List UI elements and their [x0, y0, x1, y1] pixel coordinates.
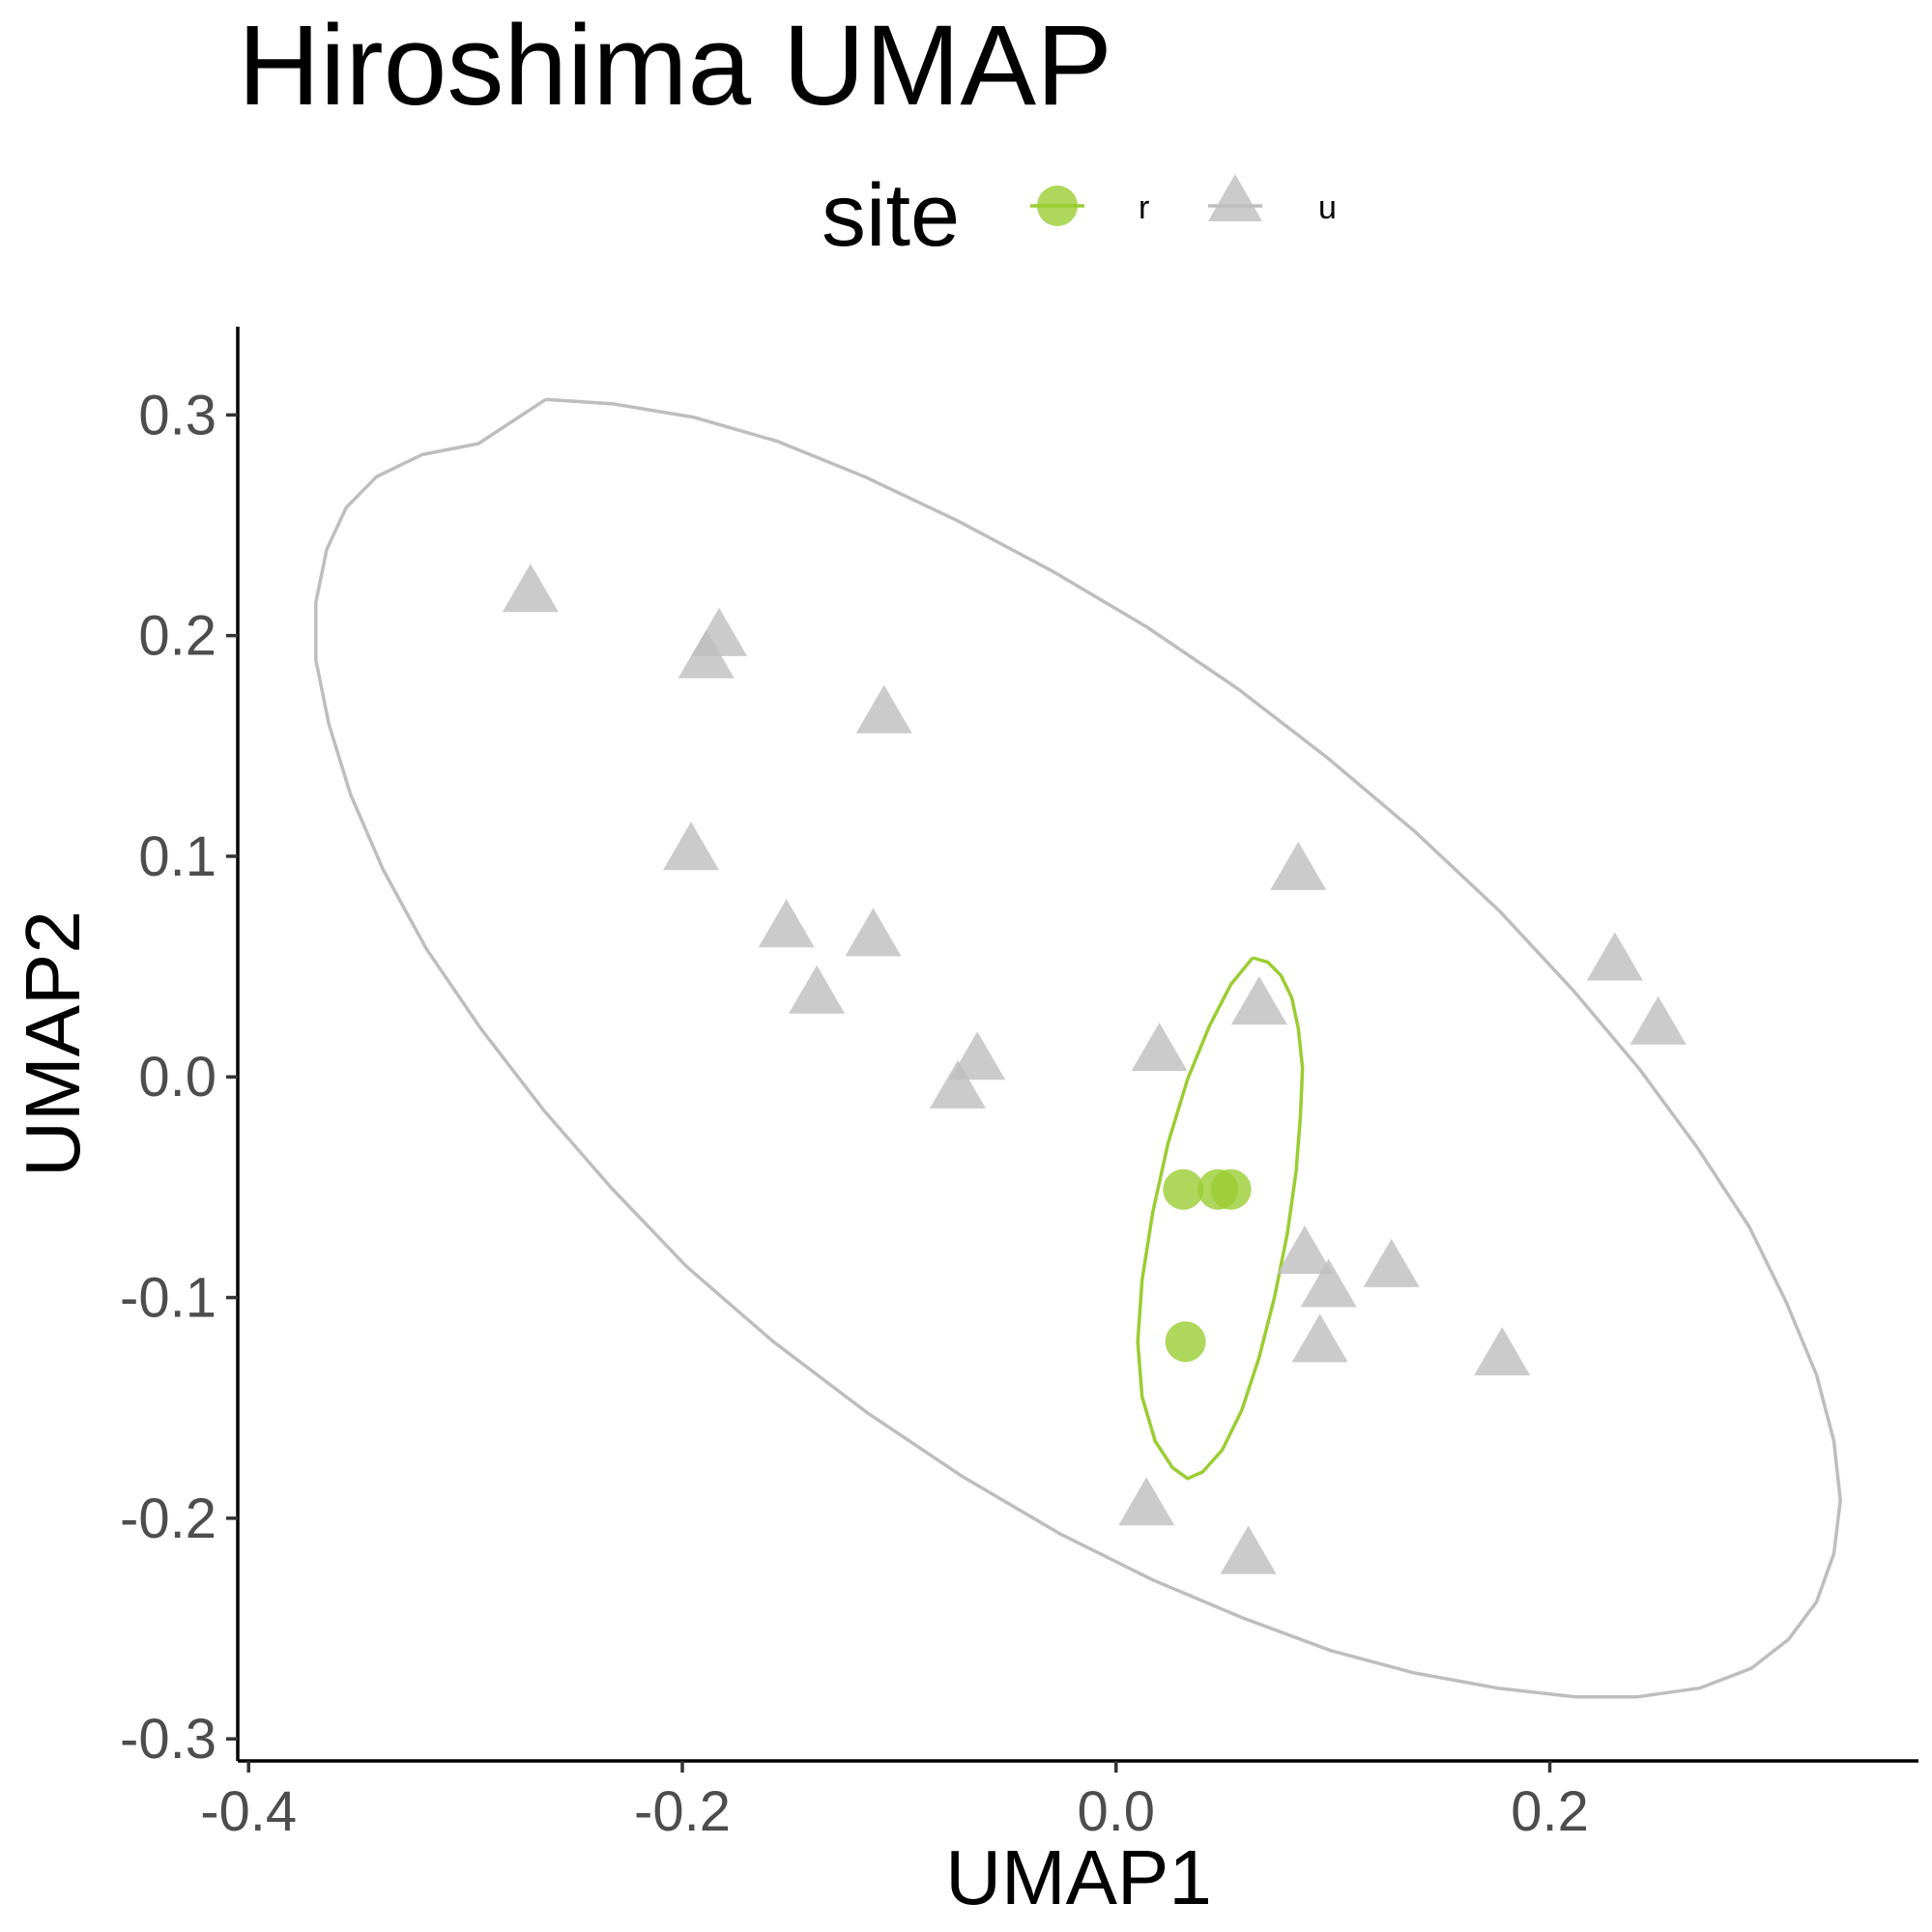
- point-u-12: [1270, 841, 1327, 890]
- point-u-21: [1220, 1525, 1277, 1574]
- point-r-0: [1163, 1168, 1204, 1210]
- legend-label-r: r: [1139, 189, 1149, 226]
- point-u-18: [1291, 1313, 1348, 1363]
- point-u-2: [678, 629, 735, 678]
- point-u-19: [1474, 1327, 1531, 1376]
- point-u-8: [949, 1031, 1006, 1081]
- legend-title: site: [822, 166, 960, 265]
- point-u-11: [1230, 976, 1287, 1025]
- plot-area: [314, 397, 1842, 1699]
- y-tick-label-0: -0.3: [120, 1708, 216, 1771]
- point-u-16: [1300, 1258, 1357, 1308]
- x-tick-label-2: 0.0: [1077, 1780, 1155, 1843]
- point-r-2: [1210, 1168, 1252, 1210]
- y-tick-label-5: 0.2: [138, 605, 216, 668]
- point-u-3: [855, 684, 912, 734]
- legend-label-u: u: [1318, 189, 1337, 226]
- chart-title: Hiroshima UMAP: [238, 2, 1112, 130]
- x-tick-label-0: -0.4: [200, 1780, 297, 1843]
- y-tick-label-4: 0.1: [138, 825, 216, 888]
- point-u-13: [1586, 932, 1643, 981]
- point-u-0: [502, 563, 559, 613]
- point-u-20: [1118, 1477, 1175, 1526]
- x-tick-label-1: -0.2: [634, 1780, 731, 1843]
- point-u-17: [1363, 1238, 1420, 1287]
- y-tick-label-6: 0.3: [138, 384, 216, 447]
- point-u-10: [1131, 1023, 1188, 1072]
- x-axis-title: UMAP1: [945, 1834, 1212, 1920]
- ellipse-u: [314, 397, 1842, 1699]
- point-u-14: [1629, 995, 1687, 1045]
- x-tick-label-3: 0.2: [1511, 1780, 1589, 1843]
- y-tick-label-2: -0.1: [120, 1267, 216, 1330]
- point-u-15: [1277, 1226, 1333, 1275]
- y-axis-title: UMAP2: [10, 910, 96, 1177]
- point-r-3: [1165, 1321, 1206, 1363]
- point-u-5: [758, 899, 815, 948]
- y-tick-label-1: -0.2: [120, 1487, 216, 1550]
- point-u-4: [663, 822, 719, 871]
- point-u-9: [930, 1059, 986, 1109]
- ellipse-r: [1136, 956, 1305, 1481]
- legend: site r u: [822, 166, 1337, 265]
- y-tick-label-3: 0.0: [138, 1046, 216, 1109]
- legend-key-circle-r: [1037, 186, 1078, 226]
- point-u-6: [845, 908, 902, 957]
- legend-item-u: u: [1208, 174, 1337, 226]
- point-u-7: [789, 965, 846, 1014]
- legend-key-triangle-u: [1208, 174, 1262, 221]
- axes: -0.4 -0.2 0.0 0.2 -0.3 -0.2 -0.1 0.0 0.1 0.2 0.3: [120, 327, 1918, 1843]
- legend-item-r: r: [1030, 186, 1149, 226]
